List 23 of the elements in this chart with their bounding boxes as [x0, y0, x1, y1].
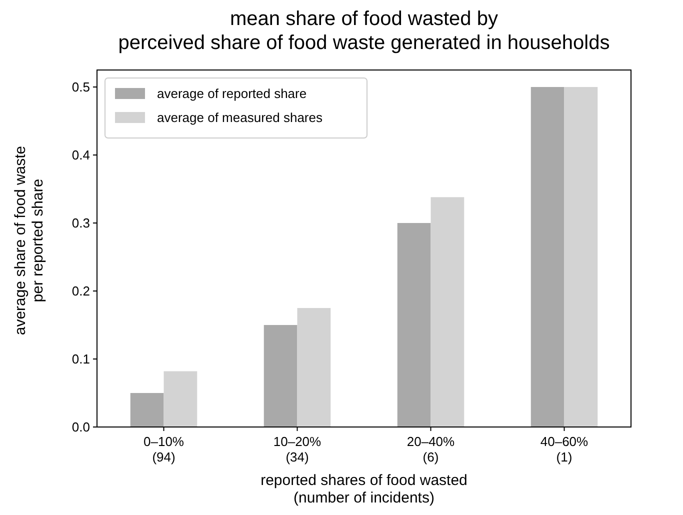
bar [164, 371, 198, 427]
chart-title: mean share of food wasted by perceived share of food waste generated in households [118, 8, 610, 54]
x-axis-title: reported shares of food wasted (number of incidents) [260, 472, 468, 506]
bar [430, 197, 464, 427]
y-tick-label: 0.4 [72, 148, 90, 163]
bar [397, 223, 431, 427]
legend-label: average of reported share [157, 86, 307, 102]
bar [530, 87, 564, 427]
bar [564, 87, 598, 427]
y-tick-label: 0.5 [72, 80, 90, 95]
x-tick-label: 10–20% (34) [273, 434, 322, 465]
legend-label: average of measured shares [157, 110, 323, 126]
x-tick-label: 40–60% (1) [540, 434, 589, 465]
bar [297, 308, 331, 427]
y-axis-title: average share of food waste per reported share [12, 146, 46, 336]
y-tick-label: 0.2 [72, 284, 90, 299]
y-tick-label: 0.0 [72, 420, 90, 435]
bar [130, 393, 164, 427]
x-tick-label: 20–40% (6) [406, 434, 456, 465]
y-tick-label: 0.3 [72, 216, 90, 231]
bar [264, 325, 298, 427]
x-tick-label: 0–10% (94) [144, 434, 184, 465]
y-tick-label: 0.1 [72, 352, 90, 367]
